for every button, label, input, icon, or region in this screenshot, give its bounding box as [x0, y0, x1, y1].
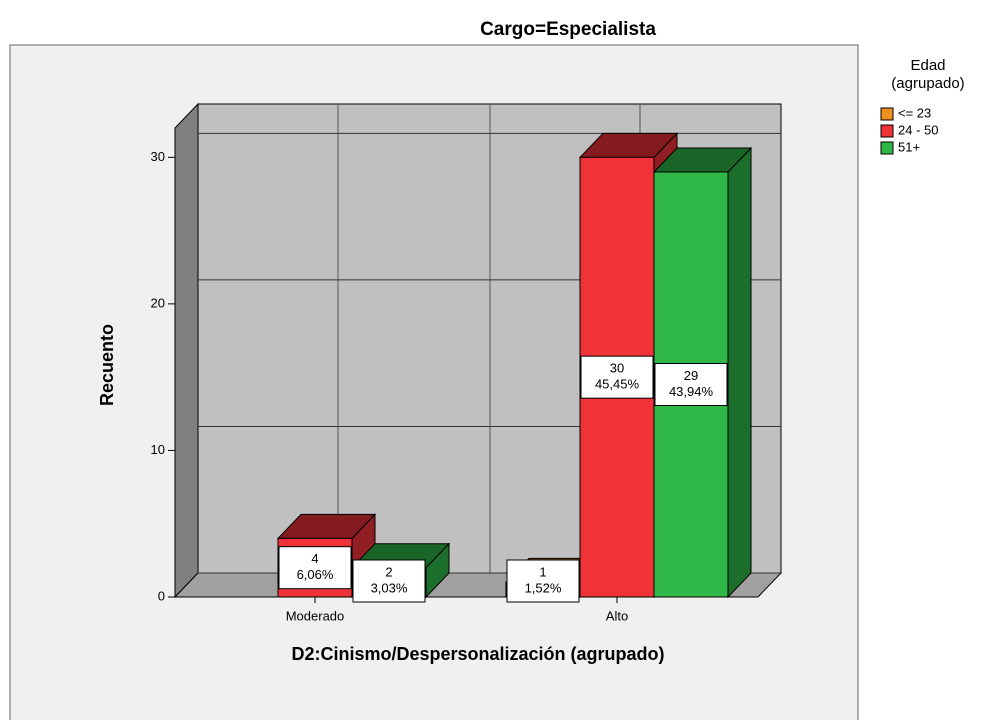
data-label-box	[580, 355, 654, 399]
y-tick-label: 20	[151, 295, 165, 310]
data-label-percent: 1,52%	[525, 580, 562, 595]
data-label-box	[654, 362, 728, 406]
data-label-count: 4	[311, 551, 318, 566]
legend-title: Edad	[910, 57, 945, 74]
data-label: 46,06%	[278, 546, 352, 590]
x-tick-label: Alto	[606, 608, 628, 623]
bar-side	[727, 146, 752, 599]
data-label-percent: 45,45%	[595, 377, 640, 392]
y-tick-label: 10	[151, 442, 165, 457]
legend-swatch	[880, 124, 894, 138]
data-label-box	[352, 559, 426, 603]
y-tick-label: 0	[158, 588, 165, 603]
legend-label: 51+	[898, 139, 920, 154]
data-label-percent: 43,94%	[669, 384, 714, 399]
data-label: 23,03%	[352, 559, 426, 603]
legend-label: 24 - 50	[898, 122, 938, 137]
data-label-percent: 6,06%	[297, 567, 334, 582]
legend-swatch	[880, 107, 894, 121]
x-tick-label: Moderado	[286, 608, 345, 623]
y-tick-label: 30	[151, 149, 165, 164]
legend-label: <= 23	[898, 105, 931, 120]
data-label-count: 1	[539, 564, 546, 579]
data-label: 11,52%	[506, 559, 580, 603]
y-axis-title: Recuento	[97, 324, 117, 406]
data-label-box	[506, 559, 580, 603]
data-label-box	[278, 546, 352, 590]
data-label-percent: 3,03%	[371, 580, 408, 595]
chart-title: Cargo=Especialista	[480, 19, 656, 40]
legend-title: (agrupado)	[891, 75, 964, 92]
data-label-count: 29	[684, 368, 698, 383]
data-label-count: 30	[610, 361, 624, 376]
x-axis-title: D2:Cinismo/Despersonalización (agrupado)	[291, 644, 664, 664]
data-label-count: 2	[385, 564, 392, 579]
legend-swatch	[880, 141, 894, 155]
side-wall	[174, 102, 199, 599]
